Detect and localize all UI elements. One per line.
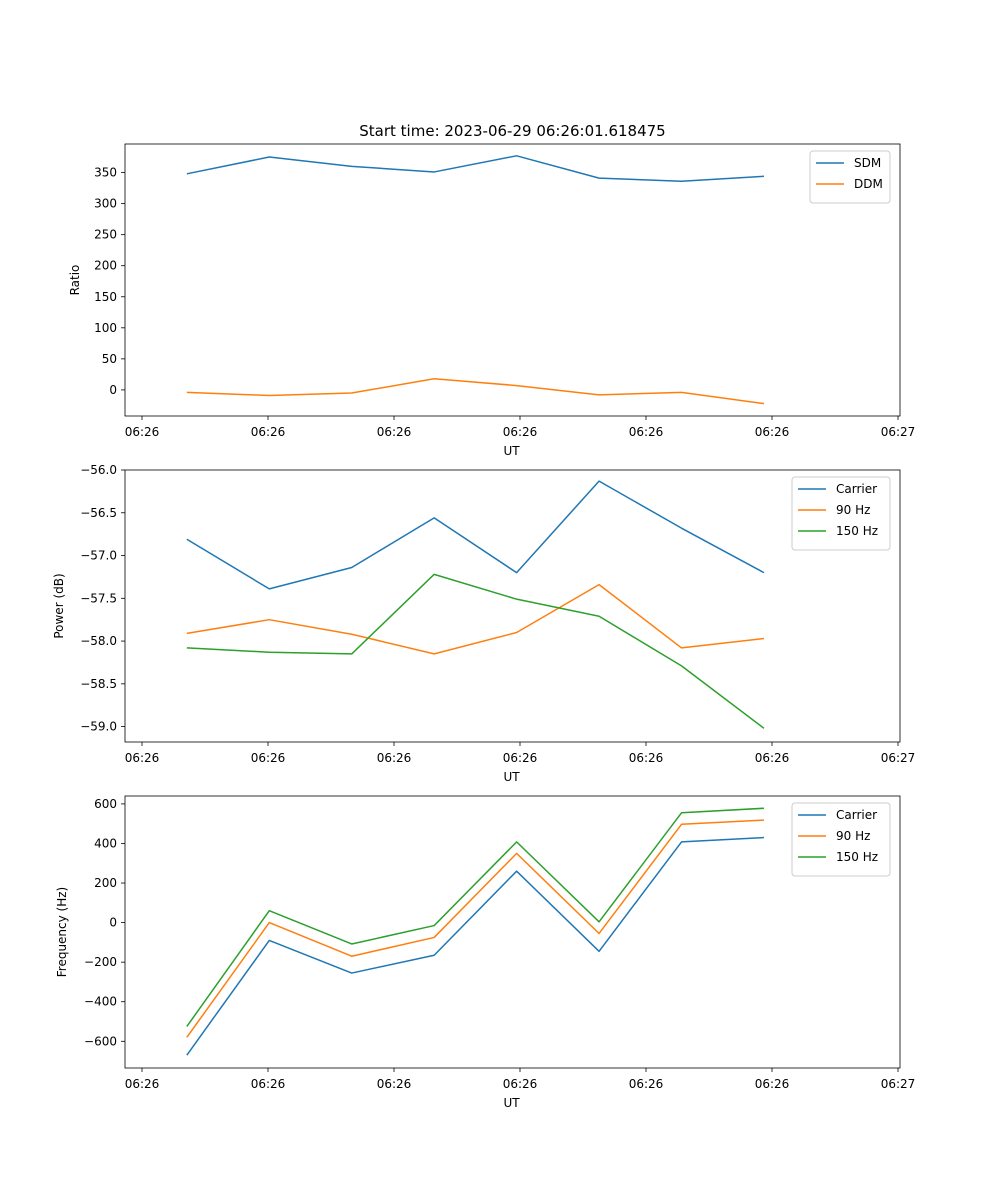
x-tick-label: 06:26 (125, 751, 160, 765)
legend-box (809, 150, 891, 204)
y-tick-label: −600 (84, 1034, 117, 1048)
axes-frame (124, 795, 901, 1069)
x-tick-label: 06:26 (377, 425, 412, 439)
y-tick-label: −400 (84, 995, 117, 1009)
axes-frame (124, 469, 901, 743)
x-tick-label: 06:26 (629, 425, 664, 439)
legend-entry: 90 Hz (836, 503, 870, 517)
y-tick-label: −56.0 (80, 463, 117, 477)
subplot-1: Start time: 2023-06-29 06:26:01.618475 06… (68, 122, 915, 458)
legend: Carrier 90 Hz 150 Hz (791, 802, 891, 877)
series-line-sdm (186, 155, 765, 183)
x-tick-label: 06:27 (881, 1077, 916, 1091)
y-tick-label: 100 (94, 321, 117, 335)
x-tick-label: 06:26 (503, 1077, 538, 1091)
y-tick-label: −57.5 (80, 591, 117, 605)
y-tick-label: 250 (94, 228, 117, 242)
legend: SDM DDM (809, 150, 891, 204)
x-tick-label: 06:26 (251, 425, 286, 439)
y-axis-label: Ratio (68, 265, 82, 296)
y-tick-label: −200 (84, 955, 117, 969)
y-tick-label: 300 (94, 197, 117, 211)
x-tick-label: 06:26 (503, 425, 538, 439)
legend-entry: SDM (854, 156, 881, 170)
series-line-90-hz (186, 819, 764, 1038)
x-tick-label: 06:26 (251, 1077, 286, 1091)
x-tick-label: 06:27 (881, 751, 916, 765)
x-tick-label: 06:26 (377, 1077, 412, 1091)
y-tick-label: −58.0 (80, 634, 117, 648)
series-line-carrier (186, 836, 764, 1056)
y-axis-label: Power (dB) (52, 573, 66, 638)
y-tick-label: 0 (109, 916, 117, 930)
x-tick-label: 06:26 (503, 751, 538, 765)
series-line-150-hz (186, 573, 765, 729)
x-tick-label: 06:26 (629, 1077, 664, 1091)
y-tick-label: 600 (94, 797, 117, 811)
subplot-2: 06:26 06:26 06:26 06:26 06:26 06:26 06:27 UT −59… (52, 463, 915, 784)
y-tick-label: 400 (94, 836, 117, 850)
x-tick-label: 06:26 (755, 1077, 790, 1091)
legend-entry: 150 Hz (836, 524, 878, 538)
subplot-3: 06:26 06:26 06:26 06:26 06:26 06:26 06:27 UT −60… (55, 795, 916, 1110)
series-line-150-hz (186, 807, 765, 1027)
y-tick-label: −57.0 (80, 549, 117, 563)
legend-entry: Carrier (836, 808, 877, 822)
series-line-ddm (186, 377, 765, 405)
x-tick-label: 06:27 (881, 425, 916, 439)
x-tick-label: 06:26 (125, 1077, 160, 1091)
chart-title: Start time: 2023-06-29 06:26:01.618475 (359, 122, 665, 140)
y-tick-label: 200 (94, 876, 117, 890)
legend-entry: Carrier (836, 482, 877, 496)
y-axis-label: Frequency (Hz) (55, 887, 69, 978)
series-line-90-hz (186, 583, 765, 655)
x-tick-label: 06:26 (755, 425, 790, 439)
legend-entry: 90 Hz (836, 829, 870, 843)
y-tick-label: 150 (94, 290, 117, 304)
axes-frame (124, 143, 901, 417)
y-tick-label: 350 (94, 166, 117, 180)
x-axis-label: UT (503, 444, 520, 458)
y-tick-label: −56.5 (80, 506, 117, 520)
legend-entry: 150 Hz (836, 850, 878, 864)
y-tick-label: −59.0 (80, 720, 117, 734)
x-axis-label: UT (503, 1096, 520, 1110)
series-line-carrier (186, 480, 765, 590)
y-tick-label: 0 (109, 383, 117, 397)
x-tick-label: 06:26 (125, 425, 160, 439)
x-tick-label: 06:26 (629, 751, 664, 765)
x-tick-label: 06:26 (377, 751, 412, 765)
x-axis-label: UT (503, 770, 520, 784)
legend: Carrier 90 Hz 150 Hz (791, 476, 891, 551)
legend-entry: DDM (854, 177, 883, 191)
x-tick-label: 06:26 (251, 751, 286, 765)
y-tick-label: 50 (102, 352, 117, 366)
y-tick-label: −58.5 (80, 677, 117, 691)
y-tick-label: 200 (94, 259, 117, 273)
x-tick-label: 06:26 (755, 751, 790, 765)
